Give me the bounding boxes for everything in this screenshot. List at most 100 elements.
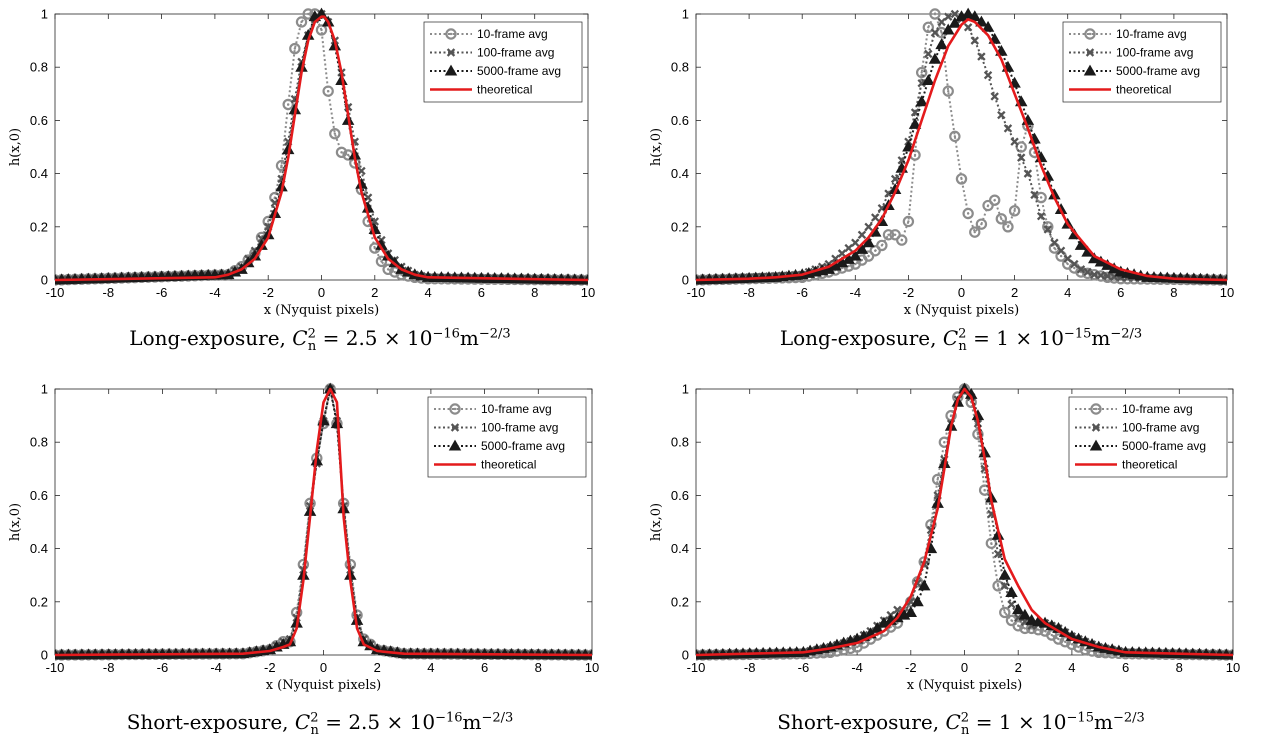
legend-label: 100-frame avg <box>481 421 558 435</box>
x-tick-label: 0 <box>958 285 965 300</box>
data-point <box>1000 581 1009 591</box>
data-point <box>1059 636 1071 648</box>
data-point <box>962 207 974 220</box>
legend-marker <box>445 28 457 40</box>
y-tick-label: 0.8 <box>30 60 48 75</box>
x-tick-label: 0 <box>320 660 327 675</box>
x-tick-label: 10 <box>585 660 599 675</box>
x-tick-label: 2 <box>374 660 381 675</box>
data-point <box>935 38 948 50</box>
legend-marker <box>1089 439 1103 451</box>
x-tick-label: 6 <box>1117 285 1124 300</box>
legend-entry-2: 5000-frame avg <box>434 439 565 453</box>
y-axis-label: h(x,0) <box>8 503 23 541</box>
data-point <box>1032 615 1045 627</box>
x-tick-label: -4 <box>210 660 222 675</box>
data-point <box>992 580 1004 592</box>
legend-entry-3: theoretical <box>434 458 536 472</box>
x-tick-label: -2 <box>264 660 276 675</box>
series-line-theoretical <box>55 15 588 282</box>
legend-marker <box>450 423 460 432</box>
chart-svg-1: -10 -8 -6 -4 -2 0 2 4 6 8 10 0 0.2 0.4 0.6 0.8 1 x (Nyqui… <box>649 7 1234 319</box>
y-tick-label: 0 <box>41 648 48 663</box>
legend: 10-frame avg 100-frame avg 5000-frame avg t… <box>1068 396 1228 478</box>
data-point <box>382 263 394 276</box>
legend-label: 10-frame avg <box>481 402 552 416</box>
x-tick-label: -6 <box>156 285 168 300</box>
data-point <box>876 239 888 252</box>
chart-caption-3: Short-exposure, C2n = 1 × 10−15m−2/3 <box>777 710 1145 738</box>
data-point <box>1052 633 1065 645</box>
y-tick-label: 0.2 <box>671 594 689 609</box>
legend-entry-0: 10-frame avg <box>434 402 552 416</box>
y-tick-label: 0 <box>682 648 689 663</box>
y-axis-label: h(x,0) <box>649 128 664 166</box>
data-point <box>1056 246 1066 255</box>
y-tick-label: 0.6 <box>30 113 48 128</box>
legend-marker <box>1084 28 1096 40</box>
x-tick-label: 0 <box>961 660 968 675</box>
data-point <box>1007 600 1016 609</box>
data-point <box>375 255 388 268</box>
data-point <box>948 16 962 28</box>
x-tick-label: 2 <box>1015 660 1022 675</box>
data-point <box>949 130 961 143</box>
x-tick-label: -8 <box>743 285 755 300</box>
chart-panel-long-exposure-low: -10 -8 -6 -4 -2 0 2 4 6 8 10 0 0.2 0.4 0.6 0.8 1 x (Nyqui… <box>0 0 640 322</box>
data-point <box>315 24 328 36</box>
data-point <box>922 74 935 85</box>
x-tick-label: 10 <box>581 285 595 300</box>
y-tick-label: 0.2 <box>30 594 48 609</box>
x-tick-label: -4 <box>850 285 862 300</box>
data-point <box>1010 137 1019 146</box>
data-point <box>993 549 1003 559</box>
legend-marker <box>446 48 456 57</box>
x-axis-label: x (Nyquist pixels) <box>266 678 382 693</box>
legend-label: 100-frame avg <box>1122 421 1199 435</box>
x-axis-label: x (Nyquist pixels) <box>264 303 380 318</box>
data-point <box>855 243 869 254</box>
legend-marker <box>1083 64 1097 76</box>
data-point <box>928 52 942 64</box>
data-point <box>941 23 955 35</box>
data-point <box>851 238 860 247</box>
data-point <box>870 213 880 222</box>
x-tick-label: -2 <box>905 660 917 675</box>
x-tick-label: 6 <box>1122 660 1129 675</box>
legend-marker <box>1091 423 1101 432</box>
data-point <box>970 36 979 45</box>
x-tick-label: 8 <box>535 660 542 675</box>
legend-entry-3: theoretical <box>1069 83 1171 97</box>
y-tick-label: 0.8 <box>671 435 689 450</box>
data-point <box>955 173 968 185</box>
data-point <box>1003 124 1013 133</box>
chart-panel-short-exposure-high: -10 -8 -6 -4 -2 0 2 4 6 8 10 0 0.2 0.4 0.6 0.8 1 x (Nyqui… <box>641 370 1281 700</box>
x-tick-label: -10 <box>46 285 65 300</box>
data-point <box>1013 613 1023 622</box>
legend: 10-frame avg 100-frame avg 5000-frame avg t… <box>427 396 587 478</box>
x-tick-label: -10 <box>687 660 706 675</box>
data-point <box>1017 153 1026 162</box>
legend-entry-3: theoretical <box>1075 458 1177 472</box>
data-point <box>963 23 973 32</box>
chart-caption-2: Short-exposure, C2n = 2.5 × 10−16m−2/3 <box>126 710 514 738</box>
data-point <box>1023 169 1033 178</box>
legend-label: 5000-frame avg <box>1122 439 1206 453</box>
x-tick-label: 6 <box>481 660 488 675</box>
y-tick-label: 0.8 <box>671 60 689 75</box>
legend-label: theoretical <box>477 83 532 97</box>
y-tick-label: 1 <box>41 7 48 22</box>
data-point <box>1063 254 1072 263</box>
data-point <box>295 16 308 28</box>
data-point <box>990 92 999 101</box>
legend-entry-2: 5000-frame avg <box>1069 64 1200 78</box>
legend-entry-1: 100-frame avg <box>1069 46 1193 60</box>
data-point <box>1018 608 1032 620</box>
legend-entry-1: 100-frame avg <box>1075 421 1199 435</box>
data-point <box>1036 211 1046 221</box>
x-tick-label: 6 <box>478 285 485 300</box>
data-point <box>911 595 924 607</box>
y-tick-label: 0 <box>41 273 48 288</box>
x-tick-label: -8 <box>103 285 115 300</box>
y-axis-label: h(x,0) <box>8 128 23 166</box>
